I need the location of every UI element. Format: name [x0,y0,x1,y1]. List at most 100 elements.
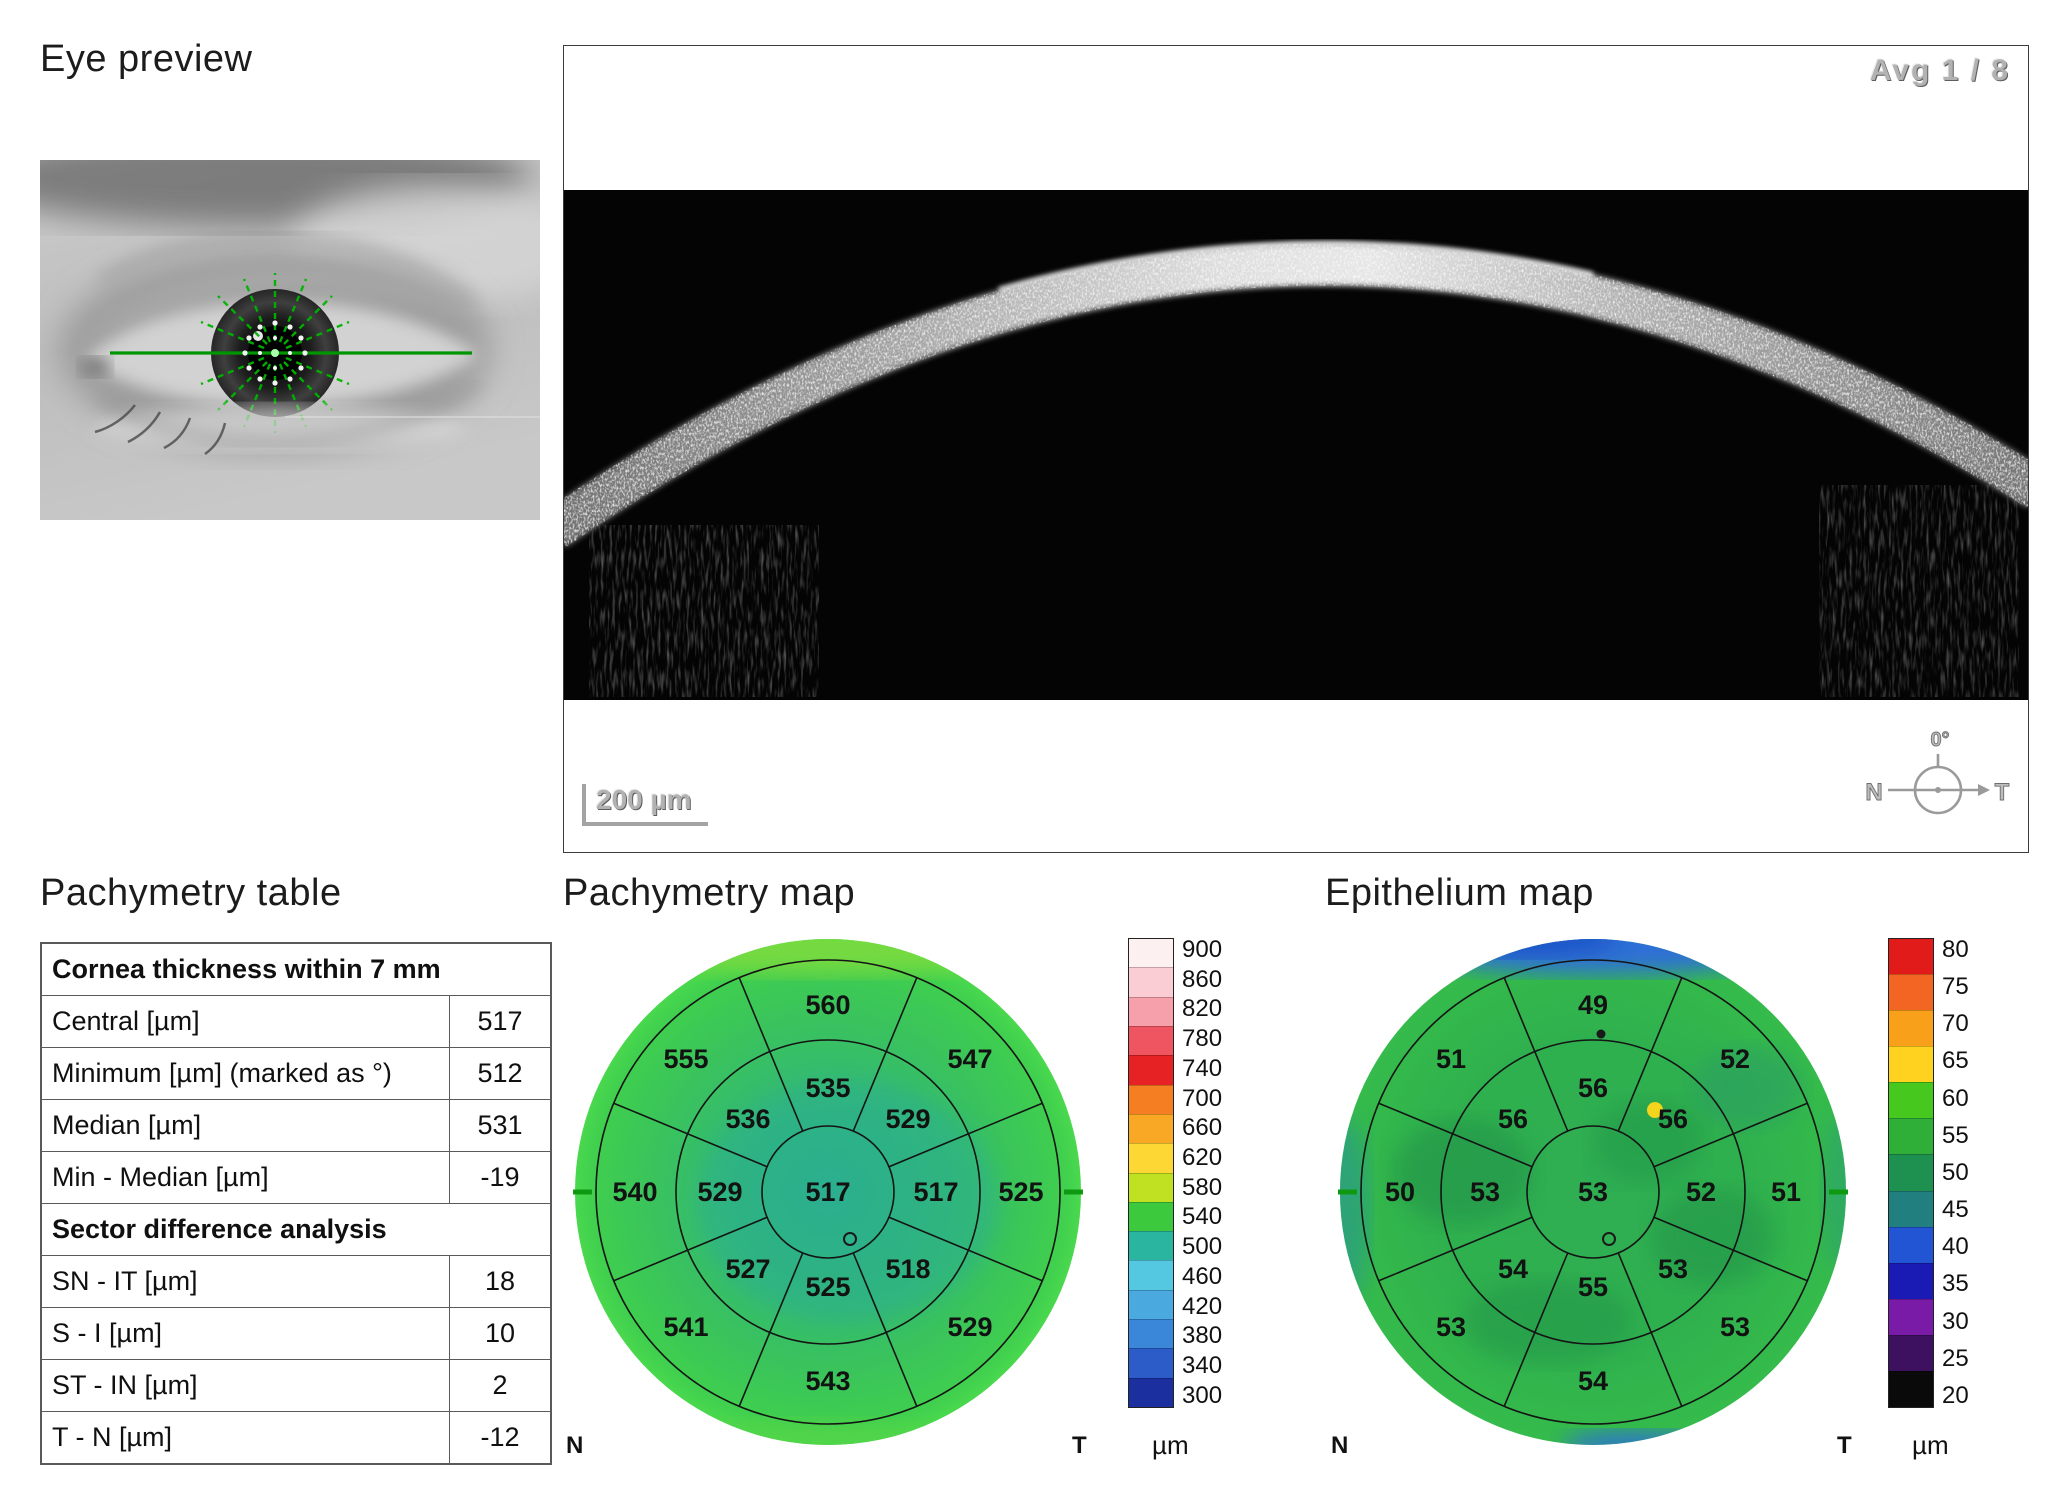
scale-swatch [1129,1172,1173,1202]
scale-swatch [1129,1084,1173,1114]
pachymetry-table: Cornea thickness within 7 mm Central [µm… [40,942,552,1465]
scale-tick-label: 580 [1182,1173,1223,1201]
scale-swatch [1889,1118,1933,1155]
scale-swatch [1889,974,1933,1011]
table-section-header: Cornea thickness within 7 mm [42,944,550,995]
sector-value: 560 [805,990,850,1020]
row-label: Central [µm] [52,1006,200,1036]
sector-value: 529 [947,1312,992,1342]
scale-swatch [1129,1143,1173,1173]
sector-value: 54 [1578,1366,1608,1396]
scale-tick-label: 660 [1182,1114,1223,1142]
eye-preview-title: Eye preview [40,38,253,80]
image-stitch-seam [285,416,540,418]
minimum-position-marker [843,1232,857,1246]
epithelium-map: 53 56 56 53 54 55 53 52 56 49 51 50 53 5… [1338,939,1848,1445]
row-label: Median [µm] [52,1110,202,1140]
row-value: 2 [449,1360,550,1411]
compass-center-dot [1935,787,1941,793]
scale-tick-label: 620 [1182,1144,1223,1172]
left-angle-scatter [589,525,819,697]
sector-value: 547 [947,1044,992,1074]
scale-swatch [1889,1226,1933,1263]
sector-value-center: 517 [805,1177,850,1207]
sector-value: 540 [612,1177,657,1207]
epithelium-map-title: Epithelium map [1325,872,1594,914]
oct-bscan-panel: Avg 1 / 8 [563,45,2029,853]
scale-tick-label: 30 [1942,1307,1969,1335]
scale-tick-label: 40 [1942,1233,1969,1261]
fixation-center-dot [271,349,279,357]
scale-swatch [1889,1154,1933,1191]
scale-tick-label: 500 [1182,1233,1223,1261]
sector-value: 53 [1658,1254,1688,1284]
compass-nasal-label: N [1865,779,1882,806]
sector-grid [1360,959,1826,1425]
scale-swatch [1129,1319,1173,1349]
inner-canthus [79,357,111,377]
row-value: 517 [449,996,550,1047]
epithelium-nasal-label: N [1331,1432,1349,1459]
epithelium-sector-values: 53 56 56 53 54 55 53 52 56 49 51 50 53 5… [1385,990,1801,1396]
scale-tick-label: 25 [1942,1344,1969,1372]
right-angle-scatter [1819,485,2019,697]
pachymetry-color-scale: 900 860 820 780 740 700 660 620 580 540 … [1128,938,1222,1408]
scale-tick-label: 65 [1942,1047,1969,1075]
pachymetry-sector-values: 517 535 536 529 527 525 518 517 529 560 … [612,990,1043,1396]
pachymetry-temporal-label: T [1072,1432,1087,1459]
sector-value: 555 [663,1044,708,1074]
scale-swatch [1129,1289,1173,1320]
scale-swatch [1889,1082,1933,1119]
sector-value: 518 [885,1254,930,1284]
scale-swatch [1889,1010,1933,1047]
scale-tick-label: 420 [1182,1292,1223,1320]
row-value: 10 [449,1308,550,1359]
sector-value: 53 [1470,1177,1500,1207]
row-label: ST - IN [µm] [52,1370,198,1400]
sector-value: 53 [1436,1312,1466,1342]
scale-swatch [1889,1262,1933,1299]
scale-swatch [1889,939,1933,975]
scale-tick-label: 780 [1182,1025,1223,1053]
row-value: 512 [449,1048,550,1099]
scale-tick-label: 860 [1182,965,1223,993]
scale-tick-label: 900 [1182,936,1223,963]
scale-swatch [1889,1190,1933,1227]
epithelium-scale-unit: µm [1912,1430,1949,1460]
pachymetry-map-title: Pachymetry map [563,872,856,914]
sector-value: 535 [805,1073,850,1103]
epithelium-temporal-label: T [1837,1432,1852,1459]
table-row: Minimum [µm] (marked as °) 512 [42,1047,550,1099]
row-value: -19 [449,1152,550,1203]
cornea-cross-section [564,190,2028,700]
sector-value: 55 [1578,1272,1608,1302]
sector-value: 517 [913,1177,958,1207]
pachymetry-scale-labels: 900 860 820 780 740 700 660 620 580 540 … [1182,938,1222,1408]
scale-tick-label: 460 [1182,1262,1223,1290]
scale-bar: 200 µm [582,784,708,826]
sector-value: 56 [1658,1104,1688,1134]
row-label: T - N [µm] [52,1422,173,1452]
tracking-dots-ring [242,320,308,386]
row-value: -12 [449,1412,550,1463]
scale-swatch [1129,1025,1173,1056]
epithelium-scale-bar [1888,938,1934,1408]
row-label: Min - Median [µm] [52,1162,269,1192]
sector-value: 529 [885,1104,930,1134]
orientation-compass: 0° N T [1865,729,2010,815]
thinnest-point-marker [1596,1029,1606,1039]
sector-value-center: 53 [1578,1177,1608,1207]
sector-value: 49 [1578,990,1608,1020]
pachymetry-scale-unit: µm [1152,1430,1189,1460]
sector-value: 536 [725,1104,770,1134]
sector-value: 541 [663,1312,708,1342]
scale-tick-label: 50 [1942,1158,1969,1186]
scale-tick-label: 70 [1942,1010,1969,1038]
sector-value: 54 [1498,1254,1528,1284]
table-row: SN - IT [µm] 18 [42,1255,550,1307]
oct-bscan-image [564,190,2028,700]
scale-swatch [1129,996,1173,1026]
scale-swatch [1129,1377,1173,1407]
average-frame-counter: Avg 1 / 8 [1869,54,2010,87]
section-header-label: Sector difference analysis [52,1214,387,1244]
